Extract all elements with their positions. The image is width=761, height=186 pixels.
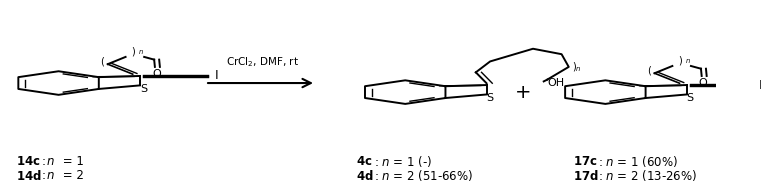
Text: (: ( [100, 56, 104, 66]
Text: $\bf{4c}$: $\bf{4c}$ [356, 155, 372, 168]
Text: CrCl$_2$, DMF, rt: CrCl$_2$, DMF, rt [226, 55, 299, 68]
Text: S: S [140, 84, 147, 94]
Text: I: I [215, 69, 218, 82]
Text: = 1: = 1 [59, 155, 84, 168]
Text: $\bf{14c}$: $\bf{14c}$ [16, 155, 40, 168]
Text: ): ) [132, 46, 135, 56]
Text: $n$: $n$ [46, 155, 55, 168]
Text: $\bf{17d}$: $\bf{17d}$ [573, 169, 599, 183]
Text: : $n$ = 2 (13-26%): : $n$ = 2 (13-26%) [598, 168, 697, 183]
Text: :: : [42, 169, 50, 182]
Text: :: : [42, 155, 50, 168]
Text: = 2: = 2 [59, 169, 84, 182]
Text: S: S [686, 93, 694, 103]
Text: OH: OH [547, 78, 565, 88]
Text: $\bf{17c}$: $\bf{17c}$ [573, 155, 597, 168]
Text: )$_n$: )$_n$ [572, 60, 582, 74]
Text: $\bf{14d}$: $\bf{14d}$ [16, 169, 41, 183]
Text: O: O [699, 78, 708, 88]
Text: $_n$: $_n$ [685, 56, 691, 66]
Text: O: O [152, 69, 161, 79]
Text: $_n$: $_n$ [139, 46, 145, 57]
Text: S: S [486, 93, 494, 103]
Text: (: ( [647, 65, 651, 76]
Text: +: + [515, 83, 531, 102]
Text: H: H [759, 78, 761, 92]
Text: $n$: $n$ [46, 169, 55, 182]
Text: ): ) [678, 55, 682, 65]
Text: : $n$ = 1 (60%): : $n$ = 1 (60%) [598, 154, 678, 169]
Text: : $n$ = 1 (-): : $n$ = 1 (-) [374, 154, 432, 169]
Text: : $n$ = 2 (51-66%): : $n$ = 2 (51-66%) [374, 168, 473, 183]
Text: $\bf{4d}$: $\bf{4d}$ [356, 169, 374, 183]
